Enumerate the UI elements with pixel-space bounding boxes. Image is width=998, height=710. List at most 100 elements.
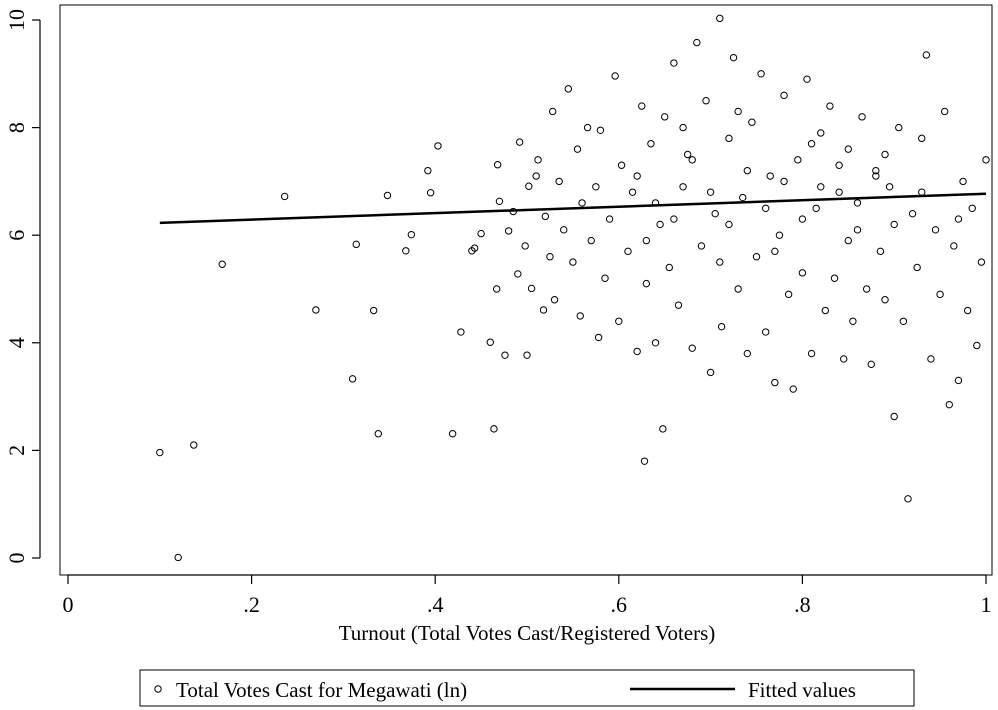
data-point bbox=[504, 227, 513, 235]
data-point bbox=[633, 172, 641, 180]
data-point bbox=[968, 204, 976, 213]
plot-frame bbox=[59, 4, 993, 576]
data-point bbox=[716, 14, 724, 23]
data-point bbox=[794, 156, 802, 164]
data-point bbox=[940, 107, 949, 116]
data-point bbox=[725, 134, 733, 143]
data-point bbox=[927, 355, 935, 363]
data-point bbox=[717, 322, 726, 331]
data-point bbox=[734, 285, 742, 293]
data-point bbox=[674, 301, 683, 309]
data-point bbox=[798, 215, 807, 223]
data-point bbox=[374, 430, 382, 438]
data-point bbox=[697, 242, 706, 250]
data-point bbox=[550, 296, 559, 304]
data-point bbox=[812, 204, 820, 213]
y-tick-label: 6 bbox=[4, 230, 29, 241]
data-point bbox=[844, 236, 852, 245]
data-point bbox=[527, 284, 536, 293]
data-point bbox=[858, 113, 866, 121]
data-point bbox=[352, 240, 360, 249]
data-point bbox=[569, 258, 577, 266]
data-point bbox=[638, 102, 646, 110]
data-point bbox=[908, 209, 917, 218]
data-point bbox=[821, 306, 830, 315]
data-point bbox=[895, 123, 903, 132]
data-point bbox=[761, 328, 770, 336]
data-point bbox=[936, 290, 944, 299]
data-point bbox=[729, 53, 738, 62]
y-tick-label: 8 bbox=[4, 122, 29, 133]
data-point bbox=[945, 400, 953, 409]
data-point bbox=[739, 193, 747, 202]
data-point bbox=[890, 220, 898, 229]
data-point bbox=[784, 290, 793, 299]
data-point bbox=[899, 317, 908, 325]
data-point bbox=[651, 339, 660, 347]
data-point bbox=[849, 317, 857, 325]
data-point bbox=[448, 430, 457, 438]
x-tick-label: 0 bbox=[63, 592, 74, 617]
legend-label-fitted: Fitted values bbox=[748, 678, 856, 702]
data-point bbox=[576, 312, 584, 320]
data-point bbox=[218, 260, 226, 268]
data-point bbox=[501, 351, 509, 359]
x-tick-label: .4 bbox=[427, 592, 444, 617]
legend-label-scatter: Total Votes Cast for Megawati (ln) bbox=[176, 678, 467, 702]
data-point bbox=[640, 457, 649, 465]
data-point bbox=[156, 448, 164, 457]
data-point bbox=[954, 376, 963, 385]
data-point bbox=[490, 425, 498, 433]
data-point bbox=[523, 351, 531, 359]
data-point bbox=[679, 123, 687, 132]
data-point bbox=[564, 85, 573, 93]
data-point bbox=[771, 378, 779, 387]
y-tick-label: 2 bbox=[4, 445, 29, 456]
data-point bbox=[493, 161, 502, 169]
data-point bbox=[904, 495, 912, 503]
scatter-points bbox=[156, 14, 990, 562]
legend-marker-circle bbox=[154, 685, 162, 693]
data-point bbox=[885, 183, 894, 191]
data-point bbox=[922, 51, 931, 59]
data-point bbox=[706, 188, 715, 196]
data-point bbox=[605, 215, 614, 223]
data-point bbox=[628, 188, 637, 196]
data-point bbox=[624, 247, 632, 256]
x-tick-label: .2 bbox=[243, 592, 260, 617]
data-point bbox=[532, 172, 540, 180]
y-tick-label: 10 bbox=[4, 9, 29, 31]
data-point bbox=[830, 274, 839, 282]
data-point bbox=[702, 97, 710, 105]
data-point bbox=[688, 344, 696, 352]
data-point bbox=[642, 279, 651, 288]
x-tick-label: 1 bbox=[981, 592, 992, 617]
data-point bbox=[844, 145, 852, 153]
data-point bbox=[578, 199, 586, 207]
data-point bbox=[541, 212, 550, 221]
data-point bbox=[521, 242, 529, 250]
data-point bbox=[515, 138, 524, 146]
data-point bbox=[706, 368, 715, 377]
data-point bbox=[803, 75, 811, 83]
data-point bbox=[312, 306, 320, 314]
data-point bbox=[954, 215, 963, 223]
data-point bbox=[743, 166, 752, 175]
data-point bbox=[807, 140, 816, 148]
y-tick-label: 0 bbox=[4, 553, 29, 564]
data-point bbox=[743, 349, 752, 358]
data-point bbox=[872, 166, 880, 175]
data-point bbox=[525, 182, 533, 190]
data-point bbox=[383, 191, 392, 200]
data-point bbox=[725, 220, 733, 229]
data-point bbox=[514, 270, 522, 278]
data-point bbox=[434, 142, 442, 150]
data-point bbox=[642, 236, 651, 245]
data-point bbox=[867, 360, 875, 369]
data-point bbox=[757, 70, 765, 78]
data-point bbox=[457, 328, 465, 336]
data-point bbox=[539, 306, 548, 314]
data-point bbox=[601, 274, 609, 282]
data-point bbox=[716, 258, 724, 266]
data-point bbox=[780, 177, 788, 186]
